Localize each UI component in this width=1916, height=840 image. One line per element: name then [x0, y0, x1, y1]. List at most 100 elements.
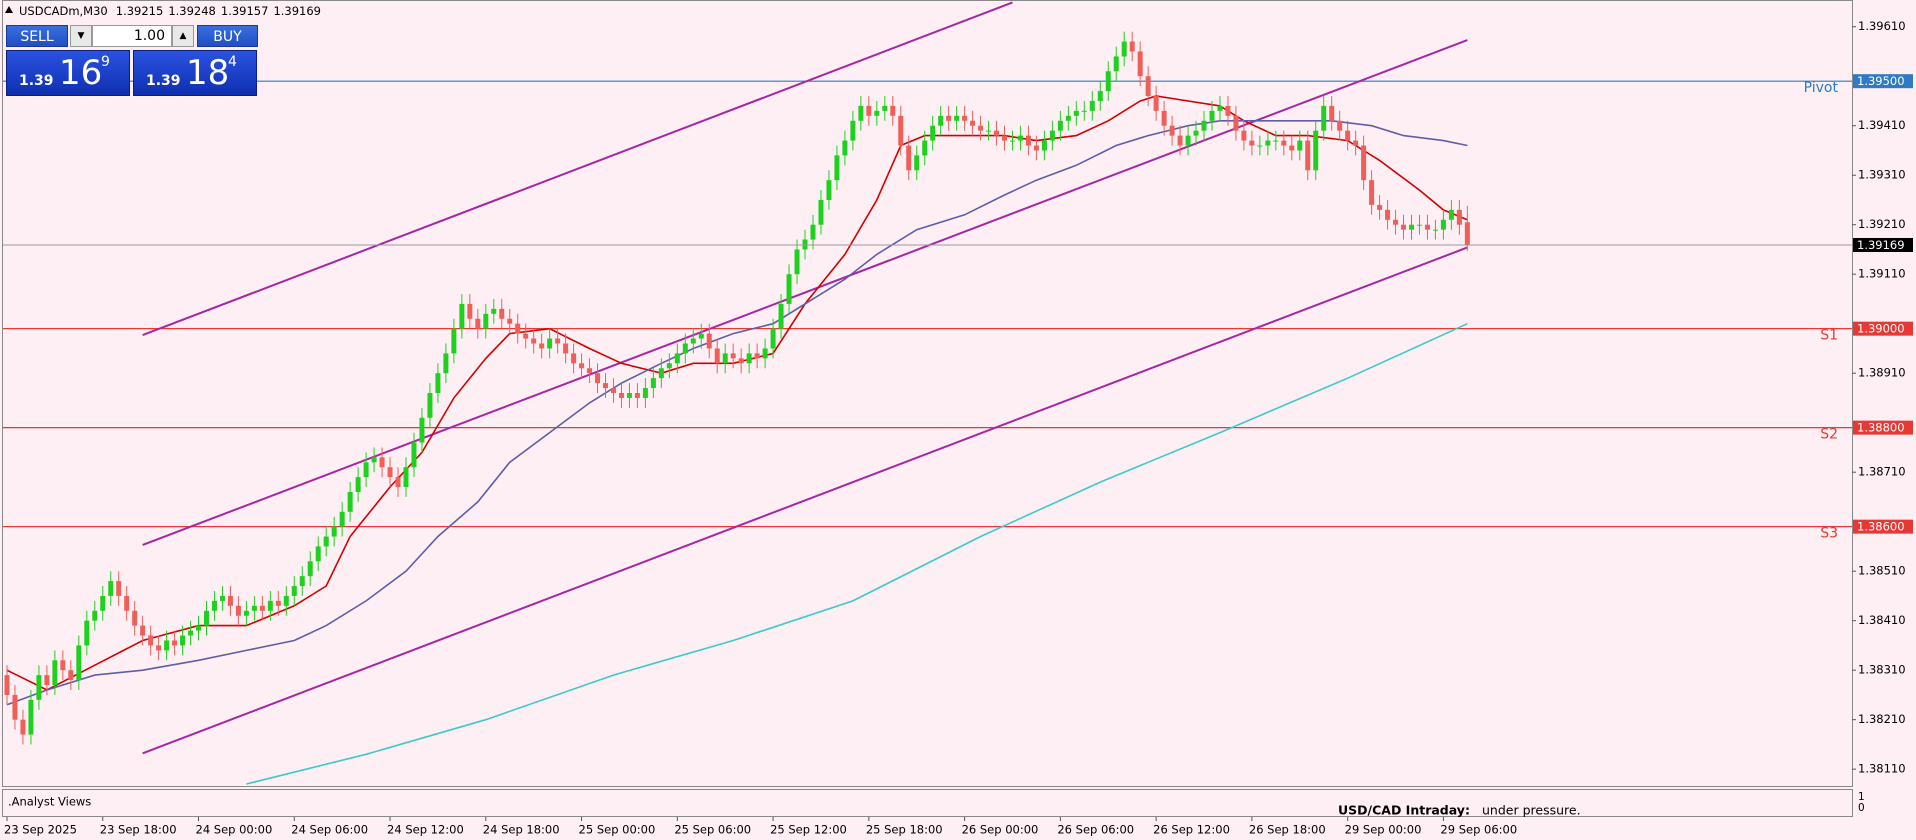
- candle-body: [507, 318, 513, 324]
- candle-body: [946, 115, 952, 121]
- candle-body: [156, 645, 162, 651]
- trade-panel: SELL ▼ 1.00 ▲ BUY 1.39 16 9 1.39 18 4: [6, 25, 258, 96]
- symbol: USDCADm,M30: [19, 4, 108, 18]
- candle-body: [722, 353, 728, 364]
- candle-body: [595, 373, 601, 384]
- lot-down[interactable]: ▼: [70, 25, 92, 47]
- candle-body: [603, 383, 609, 389]
- candle-body: [1432, 229, 1438, 231]
- level-price-label: 1.38800: [1857, 421, 1905, 435]
- candle-body: [387, 467, 393, 478]
- y-tick-label: 1.39210: [1858, 217, 1906, 231]
- candle-body: [172, 640, 178, 646]
- buy-button[interactable]: BUY: [197, 25, 258, 47]
- candle-body: [1377, 204, 1383, 210]
- last-close: 1.39169: [273, 4, 321, 18]
- candle-body: [180, 635, 186, 646]
- candle-body: [1416, 224, 1422, 226]
- bid-point: 9: [101, 54, 110, 70]
- candle-body: [443, 353, 449, 374]
- candle-body: [618, 393, 624, 398]
- x-tick-label: 25 Sep 00:00: [579, 823, 656, 837]
- candle-body: [1361, 145, 1367, 181]
- level-price-box: [1853, 74, 1913, 89]
- level-price-box: [1853, 420, 1913, 435]
- candle-body: [906, 145, 912, 171]
- x-tick-label: 25 Sep 06:00: [674, 823, 751, 837]
- x-tick-label: 29 Sep 00:00: [1345, 823, 1422, 837]
- x-tick-label: 24 Sep 06:00: [291, 823, 368, 837]
- candle-body: [1233, 115, 1239, 131]
- bid-box[interactable]: 1.39 16 9: [6, 50, 130, 96]
- candle-body: [866, 105, 872, 116]
- candle-body: [674, 353, 680, 364]
- candle-body: [1289, 145, 1295, 151]
- candle-body: [1081, 110, 1087, 112]
- candle-body: [92, 610, 98, 621]
- candle-body: [435, 373, 441, 393]
- x-tick-label: 23 Sep 2025: [4, 823, 77, 837]
- x-tick-label: 23 Sep 18:00: [100, 823, 177, 837]
- candle-body: [794, 249, 800, 275]
- y-tick-label: 1.39310: [1858, 168, 1906, 182]
- candle-body: [1017, 135, 1023, 141]
- candle-body: [1281, 140, 1287, 146]
- level-name: S1: [1820, 328, 1838, 344]
- candle-body: [682, 343, 688, 354]
- candle-body: [810, 224, 816, 240]
- candle-body: [786, 274, 792, 304]
- candle-body: [1002, 135, 1008, 141]
- candle-body: [938, 115, 944, 126]
- indicator-tick-label: 0: [1858, 802, 1865, 814]
- candle-body: [610, 388, 616, 393]
- lot-input[interactable]: 1.00: [92, 25, 172, 47]
- candle-body: [914, 155, 920, 171]
- candle-body: [76, 645, 82, 681]
- x-tick-label: 25 Sep 12:00: [770, 823, 847, 837]
- candle-body: [12, 694, 18, 720]
- candle-body: [203, 610, 209, 626]
- candle-body: [658, 368, 664, 379]
- candle-body: [371, 457, 377, 463]
- candle-body: [746, 353, 752, 364]
- candle-body: [475, 318, 481, 329]
- candle-body: [634, 393, 640, 398]
- candle-body: [68, 670, 74, 681]
- candle-body: [1185, 135, 1191, 146]
- candle-body: [259, 605, 265, 611]
- y-tick-label: 1.38310: [1858, 663, 1906, 677]
- candle-body: [52, 660, 58, 686]
- candle-body: [339, 511, 345, 527]
- candle-body: [1041, 140, 1047, 151]
- candle-body: [1440, 219, 1446, 230]
- candle-body: [1025, 135, 1031, 146]
- candle-body: [1305, 140, 1311, 171]
- lot-up[interactable]: ▲: [172, 25, 194, 47]
- indicator-tick-label: 1: [1858, 791, 1865, 803]
- candle-body: [587, 368, 593, 374]
- ask-big: 1.39: [146, 73, 181, 89]
- last-high: 1.39248: [168, 4, 216, 18]
- ask-box[interactable]: 1.39 18 4: [133, 50, 257, 96]
- x-tick-label: 24 Sep 00:00: [196, 823, 273, 837]
- candle-body: [140, 625, 146, 636]
- candle-body: [1161, 110, 1167, 126]
- candle-body: [1049, 130, 1055, 141]
- plot-area: [3, 1, 1852, 785]
- candle-body: [1137, 51, 1143, 77]
- y-tick-label: 1.38510: [1858, 564, 1906, 578]
- candle-body: [20, 719, 26, 735]
- collapse-icon[interactable]: [5, 6, 13, 13]
- sell-button[interactable]: SELL: [6, 25, 68, 47]
- candle-body: [299, 576, 305, 587]
- candle-body: [100, 595, 106, 611]
- level-price-box: [1853, 321, 1913, 336]
- candle-body: [1225, 105, 1231, 116]
- candle-body: [60, 660, 66, 671]
- candle-body: [874, 110, 880, 116]
- y-tick-label: 1.38210: [1858, 712, 1906, 726]
- candle-body: [1456, 209, 1462, 225]
- candle-body: [547, 338, 553, 349]
- candle-body: [970, 120, 976, 126]
